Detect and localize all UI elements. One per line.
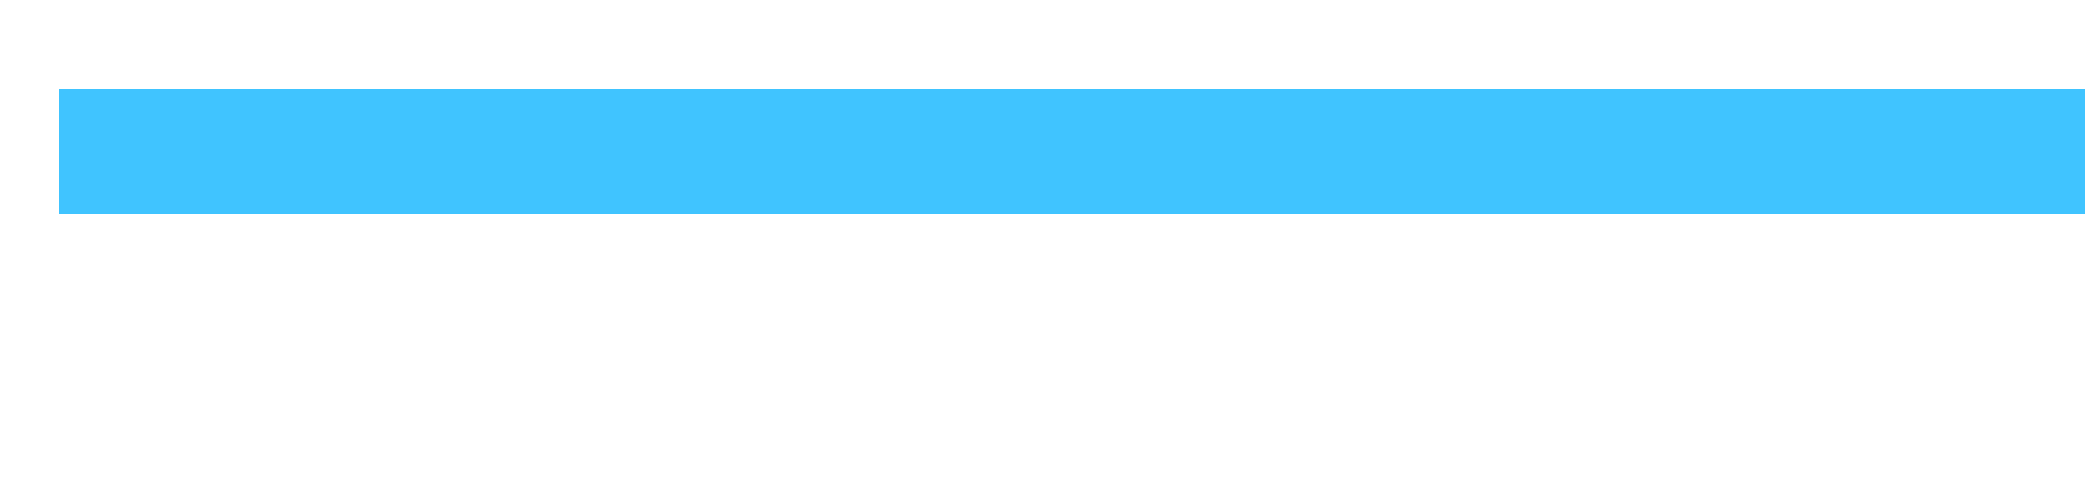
blue-banner-bar: [59, 89, 2085, 214]
